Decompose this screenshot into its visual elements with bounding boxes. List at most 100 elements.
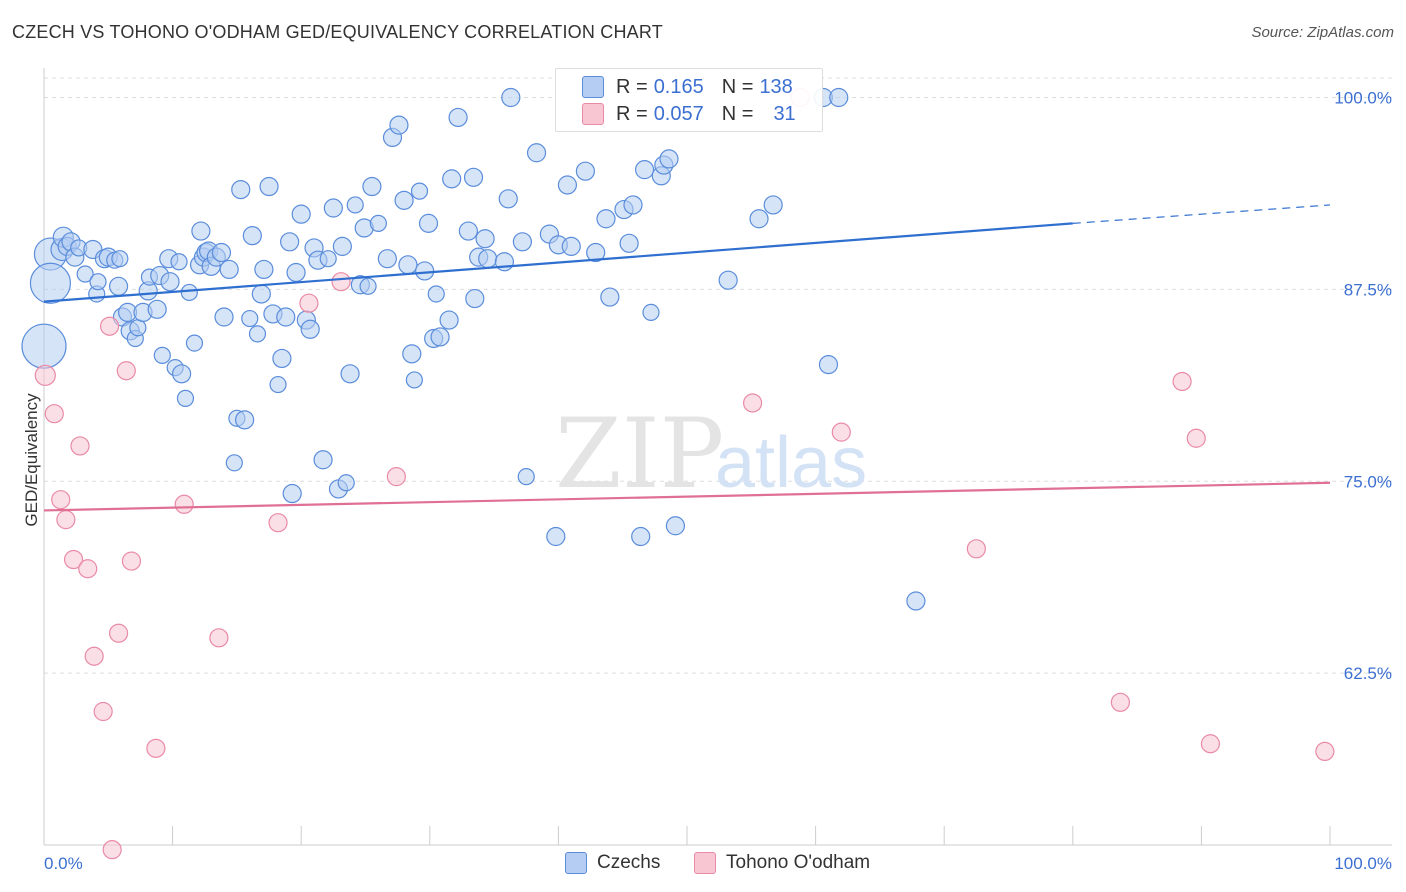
trend-lines: [43, 204, 1331, 512]
czech-point: [575, 161, 596, 181]
tohono-point: [146, 738, 166, 758]
czech-point: [377, 249, 397, 269]
tohono-point: [108, 623, 129, 643]
czech-point: [241, 309, 259, 328]
czech-point: [337, 474, 355, 492]
czech-point: [439, 310, 459, 330]
czech-point: [501, 87, 521, 108]
czech-point: [276, 307, 296, 327]
czech-point: [176, 389, 195, 407]
czech-point: [596, 209, 616, 229]
series-legend: Czechs Tohono O'odham: [0, 852, 1406, 876]
czech-point: [906, 591, 926, 611]
tohono-point: [99, 316, 120, 336]
y-tick-label: 100.0%: [1334, 89, 1392, 108]
legend-row-tohono: R = 0.057 N = 31: [582, 101, 802, 127]
czech-point: [269, 375, 287, 394]
czech-point: [718, 270, 738, 290]
tohono-point: [84, 646, 104, 666]
czech-point: [248, 325, 267, 343]
tohono-point: [34, 364, 56, 386]
chart-title: CZECH VS TOHONO O'ODHAM GED/EQUIVALENCY …: [12, 22, 663, 42]
tohono-point: [1315, 741, 1335, 762]
czech-point: [319, 250, 337, 268]
legend-r-value: 0.165: [653, 75, 704, 98]
czech-point: [332, 236, 352, 256]
legend-n-value: 31: [773, 102, 796, 125]
czech-point: [829, 87, 849, 108]
x-tick-label: 0.0%: [44, 854, 83, 873]
czech-point: [235, 410, 255, 430]
legend-row-czechs: R = 0.165 N = 138: [582, 74, 799, 100]
czechs-points: [21, 87, 926, 611]
czech-point: [242, 226, 262, 246]
czech-point: [291, 204, 311, 224]
czech-point: [153, 346, 171, 364]
czech-point: [359, 277, 377, 295]
czech-point: [280, 232, 300, 252]
czech-point: [517, 468, 535, 486]
tohono-point: [174, 494, 194, 514]
czech-point: [478, 249, 498, 269]
czech-point: [282, 483, 302, 504]
czech-point: [89, 273, 107, 291]
czech-point: [561, 236, 581, 256]
tohono-point: [831, 422, 851, 442]
czech-point: [29, 262, 72, 304]
czech-point: [498, 189, 518, 209]
czech-point: [600, 287, 620, 307]
czech-point: [211, 242, 232, 263]
series-swatch-czechs: [565, 852, 587, 874]
czech-point: [448, 107, 468, 128]
tohono-point: [93, 701, 113, 722]
stats-legend: R = 0.165 N = 138 R = 0.057 N = 31: [555, 68, 823, 132]
czech-point: [634, 160, 655, 180]
y-axis-label: GED/Equivalency: [22, 393, 41, 527]
y-tick-label: 87.5%: [1344, 280, 1392, 299]
legend-r-label: R =: [616, 102, 648, 125]
czech-point: [475, 229, 495, 249]
tohono-point: [102, 840, 122, 860]
series-legend-tohono: Tohono O'odham: [694, 852, 870, 874]
czech-point: [272, 348, 292, 369]
czech-point: [430, 327, 450, 347]
czech-point: [442, 169, 462, 189]
czech-point: [76, 265, 94, 283]
czech-point: [346, 196, 364, 214]
tohono-point: [299, 293, 319, 313]
czech-point: [463, 167, 484, 187]
gridlines: [44, 77, 1392, 674]
czech-point: [313, 450, 333, 470]
czech-point: [191, 221, 211, 241]
czech-point: [340, 364, 360, 384]
czech-point: [170, 253, 188, 271]
czech-point: [369, 214, 387, 232]
source-label: Source: ZipAtlas.com: [1251, 24, 1394, 41]
czech-point: [259, 176, 279, 197]
czech-point: [405, 371, 423, 389]
czech-point: [286, 262, 306, 283]
czech-point: [586, 242, 606, 263]
czech-point: [219, 259, 239, 280]
tohono-points: [34, 87, 1335, 860]
czechs-trend-extension: [1072, 204, 1331, 224]
series-label-czechs: Czechs: [597, 852, 661, 873]
czech-point: [465, 288, 485, 309]
czech-point: [21, 323, 67, 369]
tohono-point: [1200, 734, 1221, 754]
series-label-tohono: Tohono O'odham: [726, 852, 871, 873]
czech-point: [427, 285, 445, 303]
czech-point: [108, 276, 129, 296]
tohono-point: [331, 272, 351, 292]
y-tick-label: 75.0%: [1344, 472, 1392, 491]
czech-point: [623, 195, 643, 215]
series-swatch-tohono: [694, 852, 716, 874]
series-legend-czechs: Czechs: [565, 852, 660, 874]
czech-point: [631, 526, 651, 547]
czech-point: [394, 190, 414, 210]
tohono-point: [209, 628, 229, 648]
legend-r-value: 0.057: [653, 102, 704, 125]
legend-r-label: R =: [616, 75, 648, 98]
czech-point: [147, 299, 167, 319]
